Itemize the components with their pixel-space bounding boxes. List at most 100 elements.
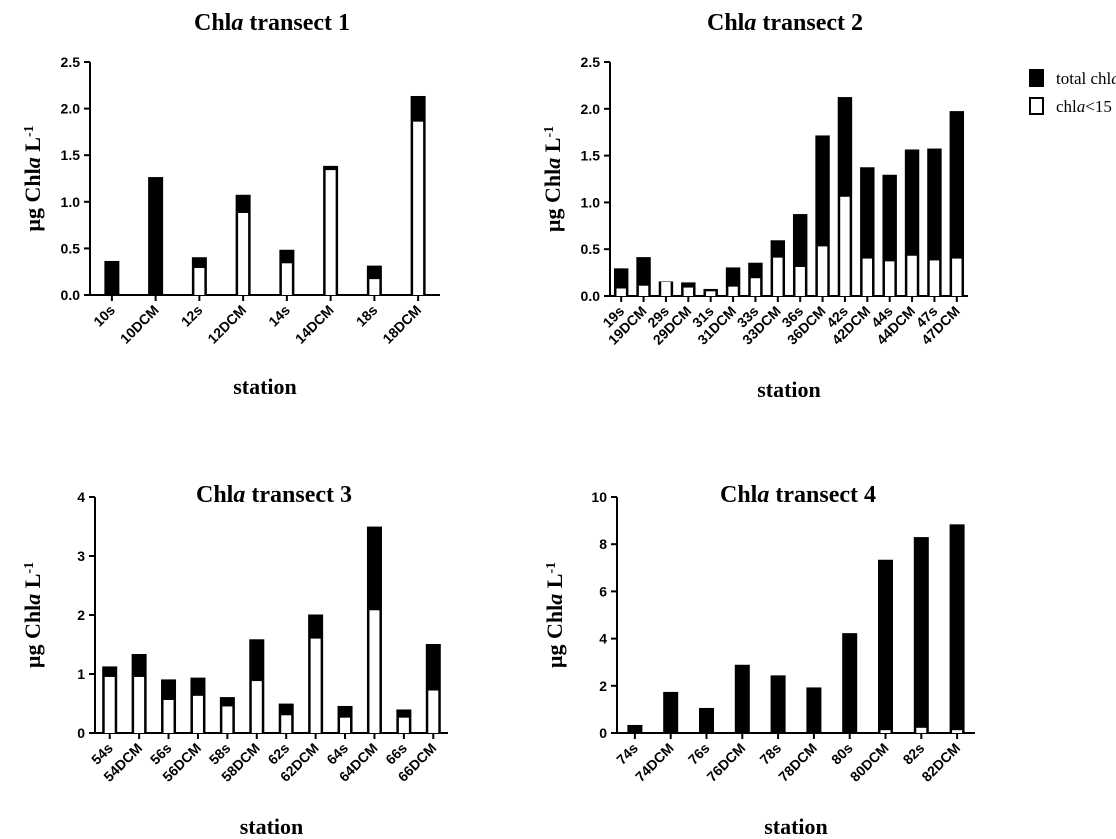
y-tick-label: 1.5	[61, 147, 81, 163]
bar-total	[913, 537, 929, 734]
chart-title-part: Chl	[194, 10, 232, 36]
y-axis-title-part: µg Chl	[20, 605, 45, 668]
y-tick-label: 4	[77, 489, 85, 505]
bar-small	[884, 261, 895, 296]
bar-small	[222, 706, 233, 733]
y-tick-label: 1	[77, 666, 85, 682]
y-tick-label: 2	[599, 678, 607, 694]
bar-small	[862, 258, 873, 296]
y-axis-title-italic: a	[542, 594, 567, 605]
y-tick-label: 0.0	[61, 287, 81, 303]
bar-small	[683, 287, 694, 296]
bar-small	[728, 286, 738, 296]
y-axis-title-italic: a	[20, 594, 45, 605]
x-tick-label: 76DCM	[704, 740, 749, 785]
x-tick-label: 74DCM	[632, 740, 677, 785]
y-tick-label: 0.0	[581, 288, 601, 304]
bar-small	[952, 258, 962, 296]
bar-small	[413, 121, 424, 295]
x-tick-label: 10DCM	[117, 302, 162, 347]
bar-small	[750, 278, 761, 296]
chart-title: Chla transect 1	[194, 10, 350, 36]
chart-title-part: Chl	[196, 482, 234, 508]
x-tick-label: 80s	[828, 740, 856, 768]
bar-total	[148, 177, 164, 296]
y-tick-label: 1.5	[581, 148, 601, 164]
bar-small	[340, 717, 351, 733]
bar-total	[734, 664, 750, 734]
bar-small	[163, 699, 174, 733]
bar-total	[104, 260, 120, 296]
y-tick-label: 1.0	[581, 194, 601, 210]
x-tick-label: 78DCM	[775, 740, 820, 785]
y-axis-title: µg Chla L-1	[542, 562, 567, 668]
legend-swatch-total	[1029, 69, 1044, 87]
x-tick-label: 74s	[613, 740, 641, 768]
y-axis-title-part: L	[20, 137, 45, 157]
chart-title-part: Chl	[707, 10, 745, 36]
y-tick-label: 0	[77, 725, 85, 741]
chart-title-part: transect 2	[756, 10, 863, 36]
bar-small	[916, 727, 927, 733]
bar-total	[949, 524, 965, 734]
y-tick-label: 0.5	[581, 241, 601, 257]
x-tick-label: 18DCM	[379, 302, 424, 347]
bar-small	[705, 291, 716, 296]
bar-small	[952, 730, 963, 733]
legend-label-total: total chla	[1056, 69, 1116, 88]
legend: total chla chla<15	[1029, 69, 1116, 116]
bar-total	[842, 633, 858, 734]
y-axis-title-part: µg Chl	[542, 605, 567, 668]
bar-total	[699, 707, 714, 734]
y-tick-label: 2.0	[61, 101, 81, 117]
x-tick-label: 10s	[90, 302, 118, 330]
x-tick-label: 78s	[756, 740, 784, 768]
x-axis-title: station	[764, 814, 828, 839]
legend-swatch-small	[1029, 97, 1044, 115]
bar-total	[806, 687, 822, 734]
bar-small	[281, 715, 292, 733]
x-axis-title: station	[233, 374, 297, 399]
bar-total	[663, 691, 679, 734]
chart-title: Chla transect 4	[720, 482, 876, 508]
chart-title: Chla transect 2	[707, 10, 863, 36]
bar-small	[194, 267, 205, 295]
y-axis-title-part: L	[542, 574, 567, 594]
y-axis-title-sup: -1	[542, 126, 557, 138]
x-axis-title: station	[240, 814, 304, 839]
y-tick-label: 10	[591, 489, 607, 505]
x-axis-title: station	[757, 377, 821, 402]
x-tick-label: 14DCM	[292, 302, 337, 347]
y-axis-title-part: µg Chl	[20, 168, 45, 231]
y-tick-label: 2.5	[581, 54, 601, 70]
x-tick-label: 12DCM	[204, 302, 249, 347]
chart-title-italic: a	[233, 482, 245, 508]
bar-small	[616, 288, 626, 296]
bar-small	[907, 255, 917, 296]
bar-small	[661, 281, 671, 296]
y-tick-label: 2.0	[581, 101, 601, 117]
y-tick-label: 3	[77, 548, 85, 564]
y-axis-title: µg Chla L-1	[540, 126, 565, 232]
x-tick-label: 76s	[685, 740, 713, 768]
bar-small	[773, 257, 783, 296]
bar-small	[310, 638, 321, 733]
bar-small	[251, 681, 262, 733]
bar-small	[795, 266, 805, 296]
bar-small	[369, 610, 380, 733]
bar-small	[817, 246, 828, 296]
chart-title: Chla transect 3	[196, 482, 352, 508]
bar-small	[638, 285, 649, 296]
bar-small	[104, 676, 115, 733]
chart-1: Chla transect 10.00.51.01.52.02.5µg Chla…	[20, 10, 440, 399]
y-axis-title-part: L	[20, 574, 45, 594]
bar-small	[428, 690, 439, 733]
y-axis-title-part: L	[540, 138, 565, 158]
bar-total	[627, 724, 643, 734]
bar-total	[770, 675, 786, 734]
y-tick-label: 2	[77, 607, 85, 623]
chart-2: Chla transect 2 0.0 0.5 1.0 1.5 2.0 2.5 µg Chla…	[540, 10, 968, 402]
